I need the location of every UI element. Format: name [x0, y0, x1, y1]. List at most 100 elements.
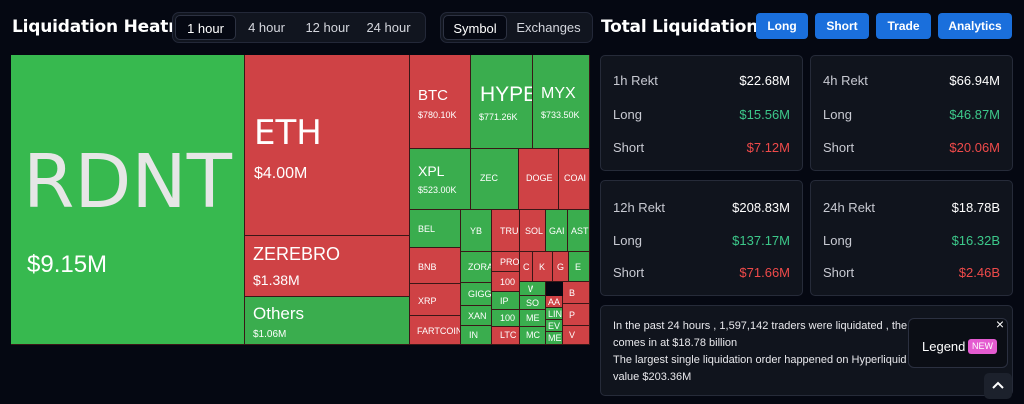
tile-symbol: 100 — [500, 313, 516, 323]
short-value: $2.46B — [958, 265, 1000, 280]
grouping-selector: Symbol Exchanges — [440, 12, 593, 43]
heatmap-tile-xpl[interactable]: XPL $523.00K — [410, 149, 471, 210]
tile-symbol: ETH — [254, 113, 322, 153]
scroll-top-button[interactable] — [984, 373, 1012, 399]
tile-symbol: LIN — [548, 309, 563, 319]
heatmap-tile-b[interactable]: B — [563, 282, 590, 304]
heatmap-tile-c[interactable]: C — [520, 252, 533, 282]
heatmap-tile-eth[interactable]: ETH $4.00M — [245, 55, 410, 236]
tile-symbol: ZEC — [480, 173, 498, 183]
heatmap-tile-fartcoin[interactable]: FARTCOIN — [410, 316, 461, 345]
heatmap-tile-me-a[interactable]: ME — [520, 310, 546, 327]
heatmap-tile-k[interactable]: K — [533, 252, 553, 282]
tile-symbol: DOGE — [526, 173, 553, 183]
tile-symbol: C — [523, 262, 530, 272]
summary-line: In the past 24 hours , 1,597,142 traders… — [613, 320, 908, 332]
tile-symbol: XAN — [468, 311, 487, 321]
short-value: $20.06M — [949, 140, 1000, 155]
heatmap-tile-mc[interactable]: MC — [520, 327, 546, 345]
heatmap-tile-ltc[interactable]: LTC — [492, 327, 520, 345]
heatmap-tile-so[interactable]: SO — [520, 296, 546, 310]
heatmap-tile-yb[interactable]: YB — [461, 210, 492, 252]
tile-value: $733.50K — [541, 110, 580, 120]
heatmap-tile-p[interactable]: P — [563, 304, 590, 326]
heatmap-tile-others[interactable]: Others $1.06M — [245, 297, 410, 345]
tab-exchanges[interactable]: Exchanges — [516, 20, 581, 35]
rekt-card-24h: 24h Rekt $18.78B Long $16.32B Short $2.46B — [810, 180, 1013, 296]
heatmap-tile-g[interactable]: G — [553, 252, 569, 282]
tab-symbol[interactable]: Symbol — [443, 15, 507, 40]
heatmap-tile-rdnt[interactable]: RDNT $9.15M — [11, 55, 245, 345]
heatmap-tile-tru[interactable]: TRU — [492, 210, 520, 252]
heatmap-tile-gai[interactable]: GAI — [546, 210, 568, 252]
tile-symbol: 100 — [500, 277, 516, 287]
tile-symbol: COAI — [564, 173, 587, 183]
tab-24-hour[interactable]: 24 hour — [366, 20, 411, 35]
heatmap-tile-hype[interactable]: HYPE $771.26K — [471, 55, 533, 149]
rekt-card-12h: 12h Rekt $208.83M Long $137.17M Short $71.6… — [600, 180, 803, 296]
long-button[interactable]: Long — [756, 13, 808, 39]
long-label: Long — [823, 233, 852, 248]
heatmap-tile-xan[interactable]: XAN — [461, 306, 492, 326]
new-badge: NEW — [968, 339, 997, 354]
heatmap-tile-gigg[interactable]: GIGG — [461, 283, 492, 306]
heatmap-tile-in[interactable]: IN — [461, 326, 492, 345]
heatmap-tile-ip[interactable]: IP — [492, 292, 520, 310]
heatmap-tile-coai[interactable]: COAI — [559, 149, 590, 210]
heatmap-tile-bel[interactable]: BEL — [410, 210, 461, 248]
heatmap-tile-zec[interactable]: ZEC — [471, 149, 519, 210]
short-label: Short — [823, 140, 855, 155]
tile-value: $1.38M — [253, 272, 300, 288]
heatmap-tile-doge[interactable]: DOGE — [519, 149, 559, 210]
heatmap-tile-aa[interactable]: AA — [546, 296, 563, 308]
tile-symbol: G — [557, 262, 565, 272]
tile-symbol: ME — [526, 313, 540, 323]
short-label: Short — [613, 140, 645, 155]
short-button[interactable]: Short — [815, 13, 869, 39]
heatmap-tile-100-b[interactable]: 100 — [492, 310, 520, 327]
tile-symbol: FARTCOIN — [417, 326, 461, 336]
tab-4-hour[interactable]: 4 hour — [248, 20, 285, 35]
heatmap-tile-pro[interactable]: PRO — [492, 252, 520, 272]
tile-symbol: HYPE — [480, 83, 533, 106]
card-label: 4h Rekt — [823, 73, 868, 88]
heatmap-tile-xrp[interactable]: XRP — [410, 284, 461, 316]
tile-symbol: GIGG — [468, 289, 492, 299]
analytics-button[interactable]: Analytics — [938, 13, 1012, 39]
tile-symbol: EV — [548, 321, 561, 331]
heatmap-tile-sol[interactable]: SOL — [520, 210, 546, 252]
long-value: $15.56M — [739, 107, 790, 122]
tile-symbol: AA — [548, 297, 561, 307]
heatmap-tile-zerebro[interactable]: ZEREBRO $1.38M — [245, 236, 410, 297]
long-value: $46.87M — [949, 107, 1000, 122]
heatmap-tile-100-a[interactable]: 100 — [492, 272, 520, 292]
tile-symbol: V — [569, 330, 576, 340]
card-total: $22.68M — [739, 73, 790, 88]
page-title: Liquidation Heatmap — [12, 17, 209, 37]
tile-value: $9.15M — [27, 251, 108, 278]
summary-line: comes in at $18.78 billion — [613, 337, 738, 349]
legend-popup[interactable]: Legend NEW × — [908, 316, 1008, 368]
heatmap-tile-ast[interactable]: AST — [568, 210, 590, 252]
heatmap-tile-filler[interactable] — [533, 282, 546, 296]
heatmap-tile-ev[interactable]: EV — [546, 320, 563, 332]
heatmap-tile-me-b[interactable]: ME — [546, 332, 563, 345]
heatmap-tile-bnb[interactable]: BNB — [410, 248, 461, 284]
summary-line: The largest single liquidation order hap… — [613, 354, 907, 366]
heatmap-tile-v[interactable]: V — [563, 326, 590, 345]
close-icon[interactable]: × — [995, 316, 1004, 332]
tile-symbol: LTC — [500, 330, 517, 340]
card-label: 24h Rekt — [823, 200, 876, 215]
tab-12-hour[interactable]: 12 hour — [305, 20, 350, 35]
short-label: Short — [613, 265, 645, 280]
heatmap-tile-btc[interactable]: BTC $780.10K — [410, 55, 471, 149]
tab-1-hour[interactable]: 1 hour — [175, 15, 236, 40]
card-total: $208.83M — [732, 200, 790, 215]
heatmap-tile-lin[interactable]: LIN — [546, 308, 563, 320]
heatmap-tile-zora[interactable]: ZORA — [461, 252, 492, 283]
heatmap-tile-myx[interactable]: MYX $733.50K — [533, 55, 590, 149]
trade-button[interactable]: Trade — [876, 13, 931, 39]
heatmap-tile-e[interactable]: E — [569, 252, 590, 282]
tile-value: $4.00M — [254, 165, 308, 182]
tile-symbol: BTC — [418, 87, 448, 104]
